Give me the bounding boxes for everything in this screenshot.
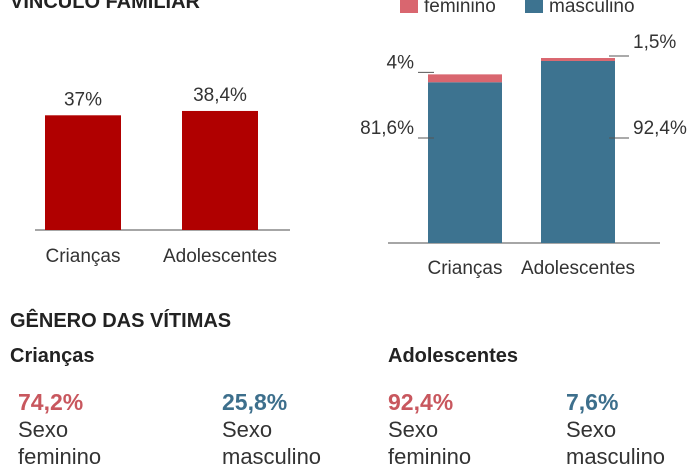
legend-swatch [400,0,418,13]
stat-value: 92,4% [388,389,454,415]
value-label: 38,4% [193,85,247,106]
legend-swatch [525,0,543,13]
x-tick-label: Adolescentes [163,246,277,267]
stat-label: Sexo feminino [18,417,102,469]
stat-value: 25,8% [222,389,288,415]
group-title: Crianças [10,345,95,367]
x-tick-label: Adolescentes [521,258,635,279]
charts: VÍNCULO FAMILIAR 37% Crianças 38,4% Adolesc… [10,0,687,279]
value-label: 37% [64,89,102,110]
chart-title: VÍNCULO FAMILIAR [10,0,201,13]
section-title: GÊNERO DAS VÍTIMAS [10,310,232,332]
value-label: 4% [387,52,415,73]
stat-label: Sexo feminino [388,417,472,469]
legend-label: feminino [424,0,496,17]
bar-segment [428,82,502,243]
value-label: 1,5% [633,32,676,53]
stat-label: Sexo masculino [566,417,666,469]
stat: 7,6% Sexo masculino [566,389,696,470]
value-label: 92,4% [633,118,687,139]
legend-label: masculino [549,0,635,17]
stat-value: 74,2% [18,389,84,415]
bar-segment [428,74,502,83]
stat-label: Sexo masculino [222,417,322,469]
x-tick-label: Crianças [428,258,503,279]
stat: 92,4% Sexo feminino [388,389,518,470]
bar [182,110,258,230]
value-label: 81,6% [360,118,414,139]
x-tick-label: Crianças [46,246,121,267]
group-title: Adolescentes [388,345,519,367]
bar-segment [541,58,615,61]
stat: 25,8% Sexo masculino [222,389,352,470]
bar [45,115,121,230]
stat-value: 7,6% [566,389,619,415]
stat: 74,2% Sexo feminino [18,389,148,470]
bar-segment [541,60,615,243]
